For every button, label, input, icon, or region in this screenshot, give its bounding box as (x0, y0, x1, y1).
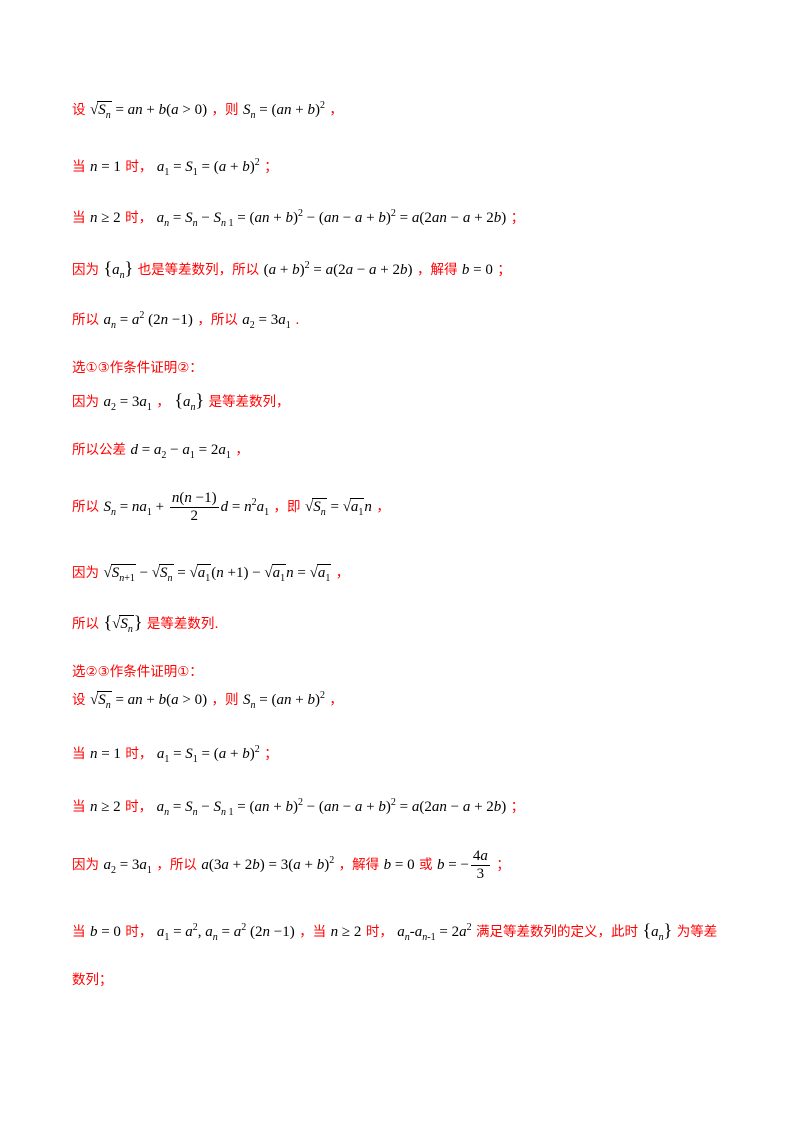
formula: a1 = S1 = (a + b)2 (156, 744, 260, 765)
text-segment: ； (264, 746, 278, 762)
math-line-10: 因为 √Sn+1 − √Sn = √a1(n +1) − √a1n = √a1 … (72, 561, 800, 584)
formula: an = Sn − Sn 1 = (an + b)2 − (an − a + b… (156, 208, 507, 229)
text-segment: . (295, 312, 300, 328)
formula: n ≥ 2 (89, 210, 121, 226)
text-segment: 当 (72, 159, 86, 175)
text-segment: ，所以 (156, 856, 197, 873)
formula: b = 0 (89, 924, 121, 940)
formula: {an} (174, 390, 205, 413)
text-segment: 设 (72, 102, 86, 118)
formula: a2 = 3a1 (103, 394, 152, 413)
math-line-16: 因为 a2 = 3a1 ，所以 a(3a + 2b) = 3(a + b)2 ，… (72, 848, 800, 883)
text-segment: 是等差数列， (208, 394, 290, 410)
formula: n = 1 (89, 159, 121, 175)
text-segment: ； (264, 159, 278, 175)
text-segment: ， (335, 565, 350, 581)
text-segment: 也是等差数列，所以 (137, 262, 260, 278)
formula: b = −4a 3 (437, 848, 490, 882)
math-line-8: 所以公差 d = a2 − a1 = 2a1 ， (72, 438, 800, 461)
formula: √Sn = an + b(a > 0) (89, 101, 208, 121)
formula: Sn = na1 + n(n −1) 2 d = n2a1 (103, 490, 270, 524)
text-segment: 因为 (72, 565, 99, 581)
math-line-14: 当 n = 1 时， a1 = S1 = (a + b)2 ； (72, 742, 800, 765)
math-line-11: 所以 {√Sn} 是等差数列. (72, 612, 800, 635)
text-segment: ； (510, 799, 525, 815)
formula: an = Sn − Sn 1 = (an + b)2 − (an − a + b… (156, 797, 507, 818)
text-segment: 因为 (72, 262, 99, 278)
text-segment: ， (329, 102, 343, 118)
text-segment: ，当 (299, 924, 327, 940)
text-segment: 当 (72, 746, 86, 762)
text-segment: 当 (72, 799, 86, 815)
formula: √Sn+1 − √Sn = √a1(n +1) − √a1n = √a1 (103, 564, 332, 584)
formula: n = 1 (89, 746, 121, 762)
section-heading: 选①③作条件证明②： (72, 360, 203, 376)
formula: n ≥ 2 (89, 799, 121, 815)
math-line-1: 设 √Sn = an + b(a > 0) ，则 Sn = (an + b)2 … (72, 98, 800, 121)
formula: an-an-1 = 2a2 (397, 922, 472, 943)
text-segment: ，所以 (197, 312, 238, 328)
text-segment: 满足等差数列的定义，此时 (476, 924, 639, 940)
text-segment: 时， (125, 159, 153, 175)
formula: √Sn = √a1n (304, 497, 372, 518)
text-segment: 当 (72, 210, 86, 226)
text-segment: 时， (125, 210, 153, 226)
text-segment: 是等差数列. (146, 616, 219, 632)
formula: an = a2 (2n −1) (103, 310, 193, 331)
text-segment: ，则 (211, 102, 239, 118)
text-segment: 时， (125, 799, 153, 815)
formula: b = 0 (461, 262, 493, 278)
formula: a1 = S1 = (a + b)2 (156, 157, 260, 178)
text-segment: 所以公差 (72, 442, 126, 458)
section-heading: 选②③作条件证明①： (72, 664, 203, 680)
text-segment: ，解得 (338, 856, 380, 873)
formula: b = 0 (383, 856, 415, 873)
math-line-5: 所以 an = a2 (2n −1) ，所以 a2 = 3a1 . (72, 308, 800, 331)
text-segment: 所以 (72, 498, 99, 515)
text-segment: ，解得 (416, 262, 458, 278)
text-segment: ； (497, 262, 511, 278)
math-line-15: 当 n ≥ 2 时， an = Sn − Sn 1 = (an + b)2 − … (72, 795, 800, 818)
text-segment: 时， (125, 746, 153, 762)
math-line-3: 当 n ≥ 2 时， an = Sn − Sn 1 = (an + b)2 − … (72, 206, 800, 229)
formula: {an} (103, 258, 134, 281)
text-segment: 时， (125, 924, 153, 940)
formula: n ≥ 2 (330, 924, 362, 940)
formula: Sn = (an + b)2 (243, 100, 325, 121)
formula: a(3a + 2b) = 3(a + b)2 (201, 854, 335, 873)
text-segment: ，则 (211, 692, 239, 708)
formula: a2 = 3a1 (242, 312, 291, 331)
text-segment: 所以 (72, 616, 99, 632)
text-segment: 当 (72, 924, 86, 940)
text-segment: ， (376, 498, 390, 515)
formula: (a + b)2 = a(2a − a + 2b) (263, 260, 413, 278)
math-line-18: 数列； (72, 972, 113, 988)
text-segment: 设 (72, 692, 86, 708)
text-segment: ， (235, 442, 249, 458)
text-segment: 或 (419, 856, 433, 873)
math-line-2: 当 n = 1 时， a1 = S1 = (a + b)2 ； (72, 155, 800, 178)
formula: {√Sn} (103, 612, 143, 635)
text-segment: 所以 (72, 312, 99, 328)
text-segment: 时， (365, 924, 393, 940)
text-segment: ； (496, 856, 510, 873)
text-segment: ， (156, 394, 170, 410)
math-line-4: 因为 {an} 也是等差数列，所以 (a + b)2 = a(2a − a + … (72, 258, 800, 281)
formula: {an} (642, 920, 673, 943)
math-line-7: 因为 a2 = 3a1 ， {an} 是等差数列， (72, 390, 800, 413)
text-segment: ， (329, 692, 343, 708)
formula: a2 = 3a1 (103, 856, 152, 876)
text-segment: 为等差 (676, 924, 718, 940)
text-segment: ，即 (273, 498, 301, 515)
math-line-9: 所以 Sn = na1 + n(n −1) 2 d = n2a1 ，即 √Sn = … (72, 490, 800, 525)
text-segment: 因为 (72, 856, 99, 873)
text-segment: ； (510, 210, 525, 226)
math-line-17: 当 b = 0 时， a1 = a2, an = a2 (2n −1) ，当 n… (72, 920, 800, 943)
formula: √Sn = an + b(a > 0) (89, 691, 208, 711)
formula: d = a2 − a1 = 2a1 (130, 442, 231, 461)
math-line-13: 设 √Sn = an + b(a > 0) ，则 Sn = (an + b)2 … (72, 688, 800, 711)
formula: a1 = a2, an = a2 (2n −1) (156, 922, 295, 943)
formula: Sn = (an + b)2 (243, 690, 325, 711)
text-segment: 因为 (72, 394, 99, 410)
